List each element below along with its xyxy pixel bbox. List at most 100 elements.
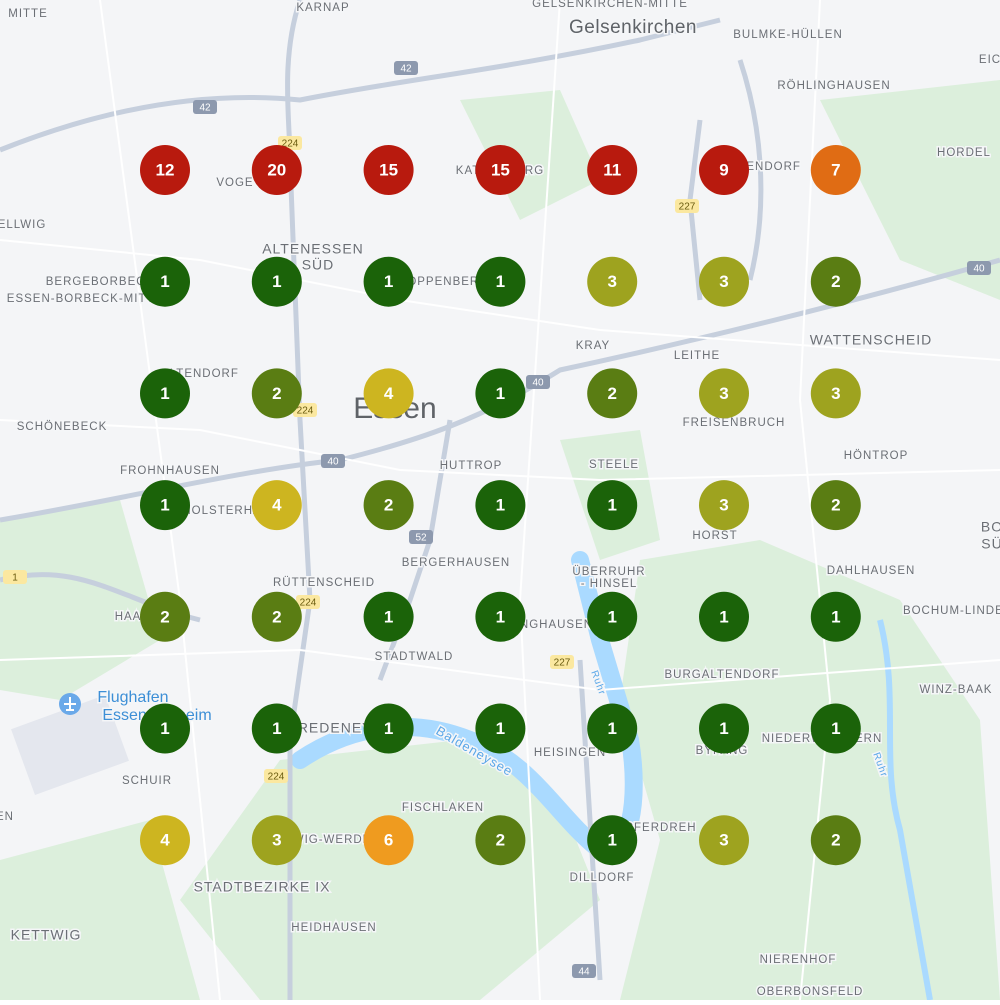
- airport-icon-plane: [64, 697, 76, 711]
- cluster-count: 1: [607, 831, 616, 850]
- cluster-marker: [475, 703, 526, 754]
- place-label: BREDENEY: [287, 720, 372, 736]
- cluster-count: 2: [831, 272, 840, 291]
- cluster-count: 2: [831, 831, 840, 850]
- cluster-marker: [251, 368, 302, 419]
- cluster-count: 3: [719, 496, 728, 515]
- cluster-count: 2: [831, 496, 840, 515]
- cluster-count: 1: [272, 272, 281, 291]
- place-label: GELSENKIRCHEN-MITTE: [532, 0, 688, 10]
- green-areas: [0, 80, 1000, 1000]
- cluster-marker: [699, 591, 749, 642]
- cluster-marker: [810, 480, 861, 531]
- cluster-marker: [251, 591, 302, 642]
- place-label: WINZ-BAAK: [920, 684, 993, 696]
- road-shield: [293, 403, 317, 417]
- cluster-count: 1: [496, 719, 505, 738]
- cluster-marker: [475, 591, 526, 642]
- place-label: BURGALTENDORF: [664, 669, 779, 681]
- cluster-marker: [363, 703, 414, 754]
- cluster-marker: [251, 145, 302, 195]
- cluster-count: 15: [491, 160, 510, 179]
- cluster-marker: [251, 815, 302, 866]
- cluster-count: 20: [267, 160, 286, 179]
- place-label: KRAY: [576, 340, 610, 352]
- cluster-count: 4: [384, 384, 394, 403]
- place-label: NIERENHOF: [760, 954, 837, 966]
- cluster-count: 1: [496, 384, 505, 403]
- place-label: BO: [981, 519, 1000, 535]
- road-number: 42: [400, 64, 412, 75]
- cluster-count: 2: [384, 496, 393, 515]
- cluster-count: 3: [831, 384, 840, 403]
- road-shield: [193, 100, 217, 114]
- place-label: FROHNHAUSEN: [120, 465, 220, 477]
- place-label: DAHLHAUSEN: [827, 565, 916, 577]
- cluster-marker: [140, 480, 190, 531]
- cluster-marker: [363, 480, 414, 531]
- place-label: FREISENBRUCH: [683, 417, 786, 429]
- cluster-marker: [475, 815, 526, 866]
- cluster-marker: [140, 256, 190, 307]
- road-number: 52: [415, 533, 427, 544]
- cluster-marker: [140, 145, 190, 195]
- place-label: SÜ: [981, 535, 1000, 552]
- place-label: BOCHUM-LINDEN: [903, 605, 1000, 617]
- cluster-marker: [475, 145, 526, 195]
- place-label: MITTE: [8, 8, 48, 20]
- cluster-marker: [363, 815, 414, 866]
- cluster-marker: [587, 256, 638, 307]
- river: [877, 619, 933, 1001]
- cluster-count: 3: [272, 831, 281, 850]
- place-label: DILLDORF: [570, 872, 635, 884]
- place-label: KARNAP: [296, 2, 349, 14]
- place-label: HORDEL: [937, 147, 991, 159]
- road-shield: [3, 570, 27, 584]
- cluster-marker: [140, 815, 190, 866]
- cluster-marker: [699, 145, 749, 195]
- cluster-marker: [140, 368, 190, 419]
- place-label: LEITHE: [674, 350, 720, 362]
- cluster-count: 2: [272, 384, 281, 403]
- cluster-count: 1: [831, 607, 840, 626]
- road-shield: [394, 61, 418, 75]
- cluster-marker: [810, 703, 861, 754]
- cluster-marker: [810, 815, 861, 866]
- road-shield: [321, 454, 345, 468]
- cluster-marker: [587, 480, 638, 531]
- cluster-marker: [475, 256, 526, 307]
- cluster-count: 1: [160, 719, 169, 738]
- cluster-count: 3: [607, 272, 616, 291]
- place-label: SCHÖNEBECK: [17, 421, 108, 433]
- place-label: STADTBEZIRKE IX: [194, 879, 331, 895]
- place-label: BERGERHAUSEN: [402, 557, 511, 569]
- cluster-count: 1: [160, 496, 169, 515]
- cluster-marker: [699, 815, 749, 866]
- road-number: 224: [297, 406, 314, 417]
- cluster-marker: [810, 368, 861, 419]
- cluster-marker: [699, 368, 749, 419]
- place-label: HÖNTROP: [844, 450, 909, 462]
- cluster-marker: [587, 703, 638, 754]
- road-shield: [967, 261, 991, 275]
- cluster-marker: [475, 480, 526, 531]
- cluster-marker: [251, 480, 302, 531]
- cluster-count: 2: [272, 607, 281, 626]
- cluster-count: 1: [496, 272, 505, 291]
- place-label: HORST: [692, 530, 737, 542]
- cluster-marker: [587, 145, 638, 195]
- road-shield: [409, 530, 433, 544]
- place-label: KETTWIG: [11, 927, 82, 943]
- cluster-count: 1: [607, 719, 616, 738]
- road-number: 40: [532, 378, 544, 389]
- place-label: STEELE: [589, 459, 639, 471]
- road-number: 42: [199, 103, 211, 114]
- road-number: 227: [554, 658, 571, 669]
- place-label: EN: [0, 811, 14, 823]
- road-number: 224: [268, 772, 285, 783]
- cluster-marker: [140, 703, 190, 754]
- place-label: RÖHLINGHAUSEN: [777, 80, 890, 92]
